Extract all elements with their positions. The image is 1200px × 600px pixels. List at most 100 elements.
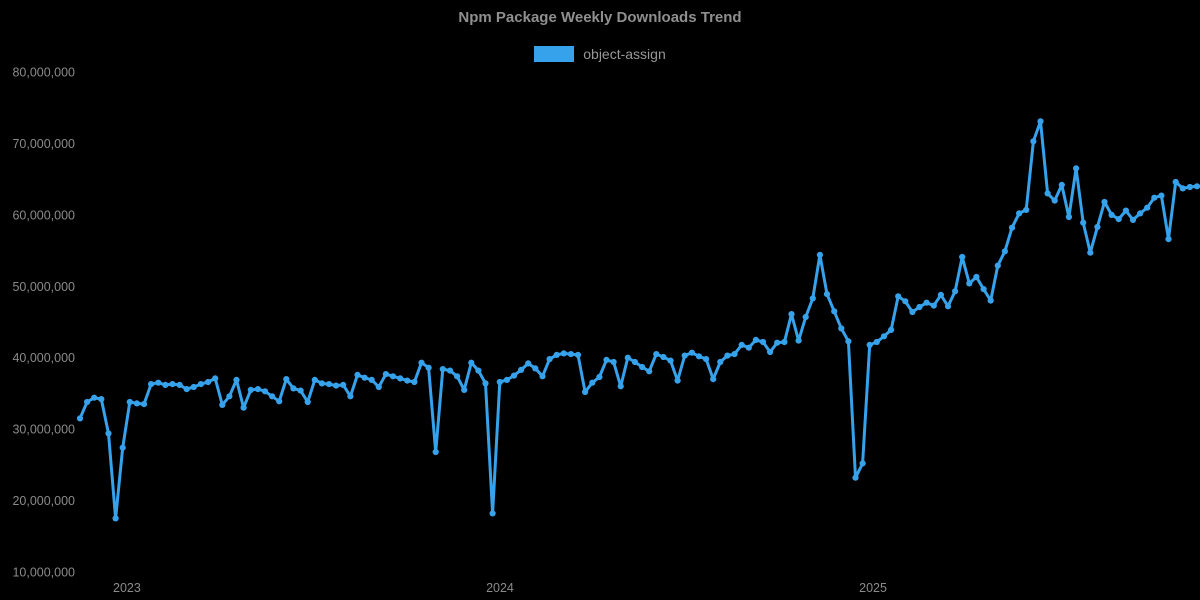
series-point [1073,165,1080,172]
series-point [340,381,347,388]
series-point [724,352,731,359]
series-point [162,381,169,388]
series-point [510,372,518,379]
series-point [304,398,311,406]
series-point [831,308,838,315]
series-point [624,354,631,361]
series-point [148,381,155,388]
series-point [909,308,916,316]
y-axis-tick-label: 30,000,000 [12,423,75,437]
series-point [880,333,888,340]
series-point [859,460,866,467]
series-point [468,359,475,366]
series-point [333,382,340,389]
series-point [1186,183,1193,191]
series-point [888,326,895,333]
series-point [589,379,596,386]
series-point [482,380,489,387]
series-point [710,376,717,383]
series-point [802,313,809,321]
series-point [809,295,816,302]
series-point [567,351,575,358]
series-point [1058,181,1065,188]
series-point [219,401,226,408]
series-point [916,303,923,311]
series-point [717,358,724,366]
series-point [973,273,980,281]
series-point [532,365,539,372]
series-point [603,356,610,363]
series-point [987,297,994,304]
series-point [311,376,318,383]
series-point [767,348,774,356]
series-point [1144,204,1151,211]
series-point [1030,138,1037,145]
series-point [923,299,930,306]
series-point [952,288,959,295]
series-point [404,377,411,384]
series-point [496,378,503,386]
series-point [816,251,824,258]
x-axis-tick-label: 2024 [486,581,514,595]
series-point [382,371,389,378]
series-point [752,336,760,343]
series-point [525,360,532,367]
series-point [1080,219,1087,226]
series-point [688,349,696,356]
series-point [197,381,204,388]
x-axis-tick-label: 2025 [859,581,887,595]
series-point [759,338,767,346]
series-point [1115,216,1122,223]
series-point [1122,207,1129,214]
series-point [994,262,1001,269]
series-point [276,398,283,405]
series-point [966,280,973,287]
series-point [347,393,354,400]
series-point [318,380,325,387]
series-point [731,351,738,358]
series-point [546,356,553,363]
series-point [1087,249,1094,256]
series-point [254,386,261,393]
x-axis-tick-label: 2023 [113,581,141,595]
legend: object-assign [0,46,1200,62]
series-point [461,386,468,393]
series-point [845,338,852,345]
series-point [176,381,183,388]
series-point [368,376,375,383]
series-point [1151,194,1158,201]
legend-label: object-assign [583,46,666,62]
series-point [788,311,795,318]
series-point [774,339,781,346]
series-point [446,367,454,374]
series-point [361,374,368,381]
series-point [781,338,788,346]
series-point [518,366,525,373]
series-point [1065,213,1072,221]
series-point [703,356,710,363]
series-point [1016,210,1023,217]
series-point [617,383,624,390]
series-point [1108,211,1115,218]
series-point [980,286,987,293]
series-point [283,376,290,383]
series-point [133,400,140,407]
series-point [261,388,269,395]
series-point [823,291,831,298]
series-point [233,376,240,383]
series-point [873,338,880,346]
series-point [389,373,397,380]
series-point [454,373,461,380]
series-point [795,337,802,344]
series-point [397,375,404,382]
series-point [1037,118,1044,125]
legend-item-object-assign[interactable]: object-assign [534,46,666,62]
series-point [1044,190,1051,197]
series-point [119,444,126,451]
series-point [1101,198,1108,206]
series-point [190,383,197,391]
series-point [1137,210,1144,217]
series-point [560,350,567,357]
